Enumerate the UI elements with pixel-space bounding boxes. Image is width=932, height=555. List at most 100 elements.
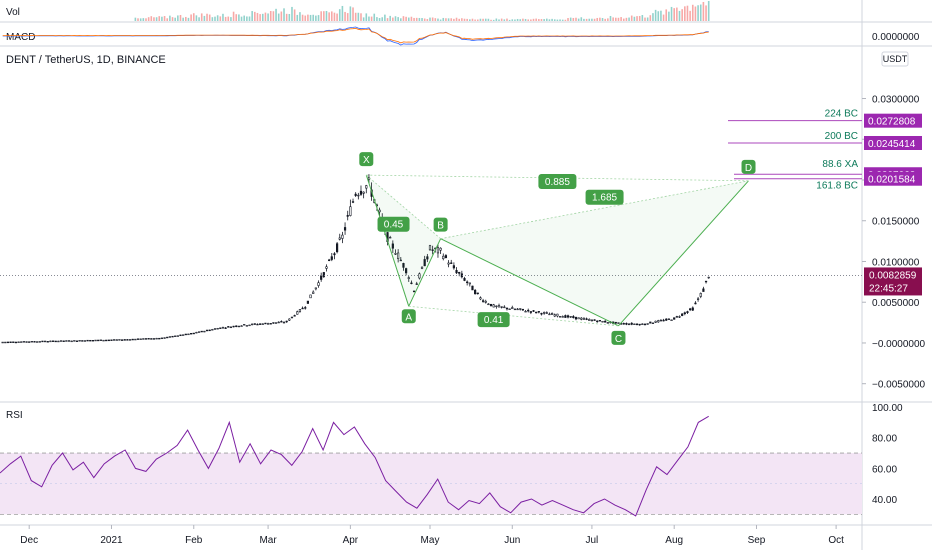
candle-body [261,323,264,325]
time-tick-label: Oct [828,535,844,546]
candle-body [497,305,501,308]
volume-bar [256,12,259,21]
volume-bar [246,16,248,21]
candle-body [107,339,110,342]
currency-button[interactable] [881,51,909,67]
volume-bar [153,17,155,21]
candle-body [54,340,57,343]
candle-body [330,256,333,260]
candle-body [304,307,307,309]
volume-bar [341,5,344,21]
volume-bar [405,16,407,21]
volume-bar [360,13,362,21]
time-tick-label: 2021 [100,535,123,546]
candle-body [213,328,217,330]
candle-body [436,247,440,254]
volume-bar [676,7,678,21]
candle-body [333,253,336,256]
volume-bar [705,5,707,21]
candle-body [399,259,402,262]
volume-bar [418,17,421,21]
volume-bar [699,4,702,22]
candle-body [147,338,150,340]
candle-body [83,340,87,342]
time-tick-label: Mar [259,535,277,546]
candle-body [211,329,214,331]
pattern-triangle-bcd [440,180,749,326]
candle-body [86,339,89,342]
rsi-tick-label: 60.00 [872,464,897,475]
volume-bar [299,12,301,21]
volume-bar [177,15,179,21]
candle-body [277,321,280,324]
time-tick-label: May [421,535,440,546]
volume-bar [269,11,272,21]
pattern-ratio-label: 0.885 [545,177,570,188]
candle-body [285,320,288,323]
macd-pane-label: MACD [6,32,35,43]
candle-body [503,306,506,309]
candle-body [428,245,432,251]
candle-body [325,266,328,269]
candle-body [455,270,458,274]
volume-bar [384,14,386,21]
pattern-leg [365,174,410,307]
candle-body [673,317,676,320]
candle-body [240,325,243,327]
candle-body [410,282,413,285]
candle-body [625,322,628,325]
volume-bar [660,10,662,21]
candle-body [229,326,233,329]
candle-body [306,300,309,304]
pattern-point-marker [741,159,756,174]
candle-body [582,317,586,320]
candle-body [341,234,344,239]
candle-body [30,341,33,343]
candle-body [67,340,71,342]
candle-body [274,322,278,324]
candle-body [593,319,596,321]
candle-body [4,341,7,344]
fib-level-label: 224 BC [825,109,858,120]
candle-body [686,311,689,313]
candle-body [489,303,493,307]
candle-body [702,288,705,292]
volume-bar [410,16,413,21]
volume-bar [267,13,269,21]
candle-body [126,339,129,341]
candle-body [195,331,198,334]
candle-body [622,323,625,325]
volume-bar [484,18,487,21]
volume-bar [365,13,368,21]
candle-body [219,327,222,329]
volume-bar [514,19,516,21]
volume-bar [240,16,243,21]
volume-bar [535,18,537,21]
volume-bar [222,13,224,21]
volume-bar [166,18,169,21]
rsi-line [0,415,709,517]
axes-layer: 0.03000000.02500000.02000000.01500000.01… [20,95,925,546]
volume-bar [407,17,410,21]
candle-body [556,313,559,317]
candle-body [378,209,381,213]
candle-body [142,338,145,340]
candle-body [551,313,554,315]
candle-body [272,322,275,324]
volume-bar [617,17,620,21]
volume-bar [668,11,670,21]
candle-body [190,333,193,335]
price-tick-label: 0.0050000 [872,298,920,309]
volume-bar [216,15,219,21]
candle-body [33,341,36,343]
candle-body [468,282,471,285]
volume-bar [439,19,442,21]
volume-bar [450,18,453,21]
volume-bar [155,17,158,21]
candle-body [168,336,171,338]
volume-bar [522,18,524,21]
volume-bar [649,15,652,21]
candle-body [548,313,551,316]
candle-body [651,322,655,324]
candle-body [41,340,44,343]
